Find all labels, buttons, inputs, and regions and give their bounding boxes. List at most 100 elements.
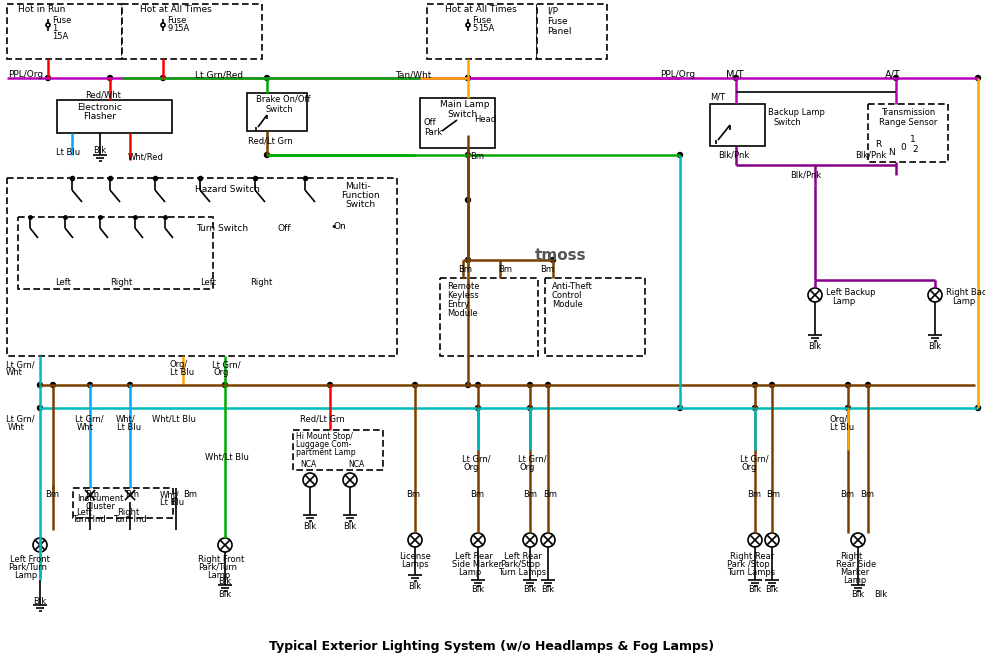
Text: Red/Lt Grn: Red/Lt Grn [300,415,345,424]
Text: Park /Stop: Park /Stop [727,560,769,569]
Text: Lt Grn/: Lt Grn/ [212,360,240,369]
Text: Switch: Switch [774,118,802,127]
Text: 1: 1 [52,24,57,33]
Text: NCA: NCA [348,460,364,469]
Text: Blk/Pnk: Blk/Pnk [790,170,821,179]
Circle shape [45,75,50,81]
Text: Org: Org [464,463,480,472]
Text: Wht: Wht [6,368,23,377]
Text: Park/Stop: Park/Stop [500,560,540,569]
Text: Bm: Bm [747,490,761,499]
Text: Turn Lamps: Turn Lamps [498,568,546,577]
Bar [7,4,122,59]
Text: Right: Right [110,278,132,287]
Text: PPL/Org: PPL/Org [8,70,43,79]
Text: N: N [888,148,894,157]
Circle shape [769,383,774,388]
Text: Blk: Blk [851,590,864,599]
Circle shape [265,153,270,157]
Text: Bm: Bm [840,490,854,499]
Circle shape [678,153,683,157]
Text: Bm: Bm [183,490,197,499]
Text: Main Lamp: Main Lamp [440,100,490,109]
Text: Rear Side: Rear Side [836,560,877,569]
Bar [247,93,307,131]
Text: Off: Off [424,118,436,127]
Text: Red/Lt Grn: Red/Lt Grn [248,137,293,146]
Text: A/T: A/T [885,70,900,80]
Text: R: R [875,140,882,149]
Text: Blk: Blk [471,585,484,594]
Text: Fuse: Fuse [547,17,567,26]
Text: M/T: M/T [726,70,744,80]
Text: Blk: Blk [928,342,941,351]
Text: Switch: Switch [265,105,293,114]
Text: Bm: Bm [766,490,780,499]
Text: 15A: 15A [52,32,68,41]
Text: Lt Grn/Red: Lt Grn/Red [195,70,243,79]
Text: 15A: 15A [478,24,494,33]
Text: Flasher: Flasher [84,112,116,121]
Text: Right Front: Right Front [198,555,244,564]
Circle shape [466,198,471,202]
Text: Bm: Bm [860,490,874,499]
Text: Org/: Org/ [830,415,848,424]
Text: Turn Ind: Turn Ind [113,515,147,524]
Text: Function: Function [341,191,379,200]
Text: Hi Mount Stop/: Hi Mount Stop/ [296,432,353,441]
Circle shape [845,405,850,411]
Text: I/P: I/P [547,7,558,16]
Text: Lamp: Lamp [207,571,230,580]
Text: Lamp: Lamp [832,297,855,306]
Text: Blk: Blk [218,577,231,586]
Text: Switch: Switch [447,110,477,119]
Circle shape [161,75,165,81]
Text: Wht/: Wht/ [160,490,179,499]
Text: Lt Grn/: Lt Grn/ [740,455,768,464]
Text: NCA: NCA [300,460,316,469]
Circle shape [528,405,533,411]
Circle shape [223,383,228,388]
Text: Lt Blu: Lt Blu [160,498,184,507]
Text: Bm: Bm [458,265,472,274]
Text: Keyless: Keyless [447,291,479,300]
Text: Marker: Marker [840,568,869,577]
Text: Control: Control [552,291,582,300]
Circle shape [546,383,551,388]
Text: Wht: Wht [77,423,94,432]
Circle shape [893,75,898,81]
Text: Red/Wht: Red/Wht [85,90,121,99]
Text: Lamp: Lamp [843,576,866,585]
Text: Lt Grn/: Lt Grn/ [6,360,34,369]
Text: Bm: Bm [498,265,512,274]
Text: 1: 1 [910,135,916,144]
Text: Bm: Bm [85,490,99,499]
Circle shape [127,383,133,388]
Text: Off: Off [278,224,292,233]
Text: Lt Grn/: Lt Grn/ [462,455,491,464]
Text: Module: Module [447,309,478,318]
Text: Right: Right [117,508,139,517]
Circle shape [37,405,42,411]
Text: Hot at All Times: Hot at All Times [140,5,212,14]
Text: Blk: Blk [874,590,887,599]
Text: Bm: Bm [540,265,554,274]
Text: Lamp: Lamp [458,568,482,577]
Text: Left Backup: Left Backup [826,288,876,297]
Bar [440,278,538,356]
Circle shape [88,383,93,388]
Circle shape [678,405,683,411]
Text: M/T: M/T [710,92,725,101]
Text: Turn Lamps: Turn Lamps [727,568,775,577]
Text: Bm: Bm [470,152,484,161]
Text: Blk/Pnk: Blk/Pnk [855,150,886,159]
Text: Bm: Bm [406,490,420,499]
Text: Wht/Red: Wht/Red [128,153,164,162]
Text: Wht/Lt Blu: Wht/Lt Blu [205,453,249,462]
Circle shape [466,383,471,388]
Text: Switch: Switch [345,200,375,209]
Text: Typical Exterior Lighting System (w/o Headlamps & Fog Lamps): Typical Exterior Lighting System (w/o He… [270,640,714,653]
Text: Transmission: Transmission [881,108,935,117]
Text: Lt Blu: Lt Blu [117,423,141,432]
Circle shape [753,383,757,388]
